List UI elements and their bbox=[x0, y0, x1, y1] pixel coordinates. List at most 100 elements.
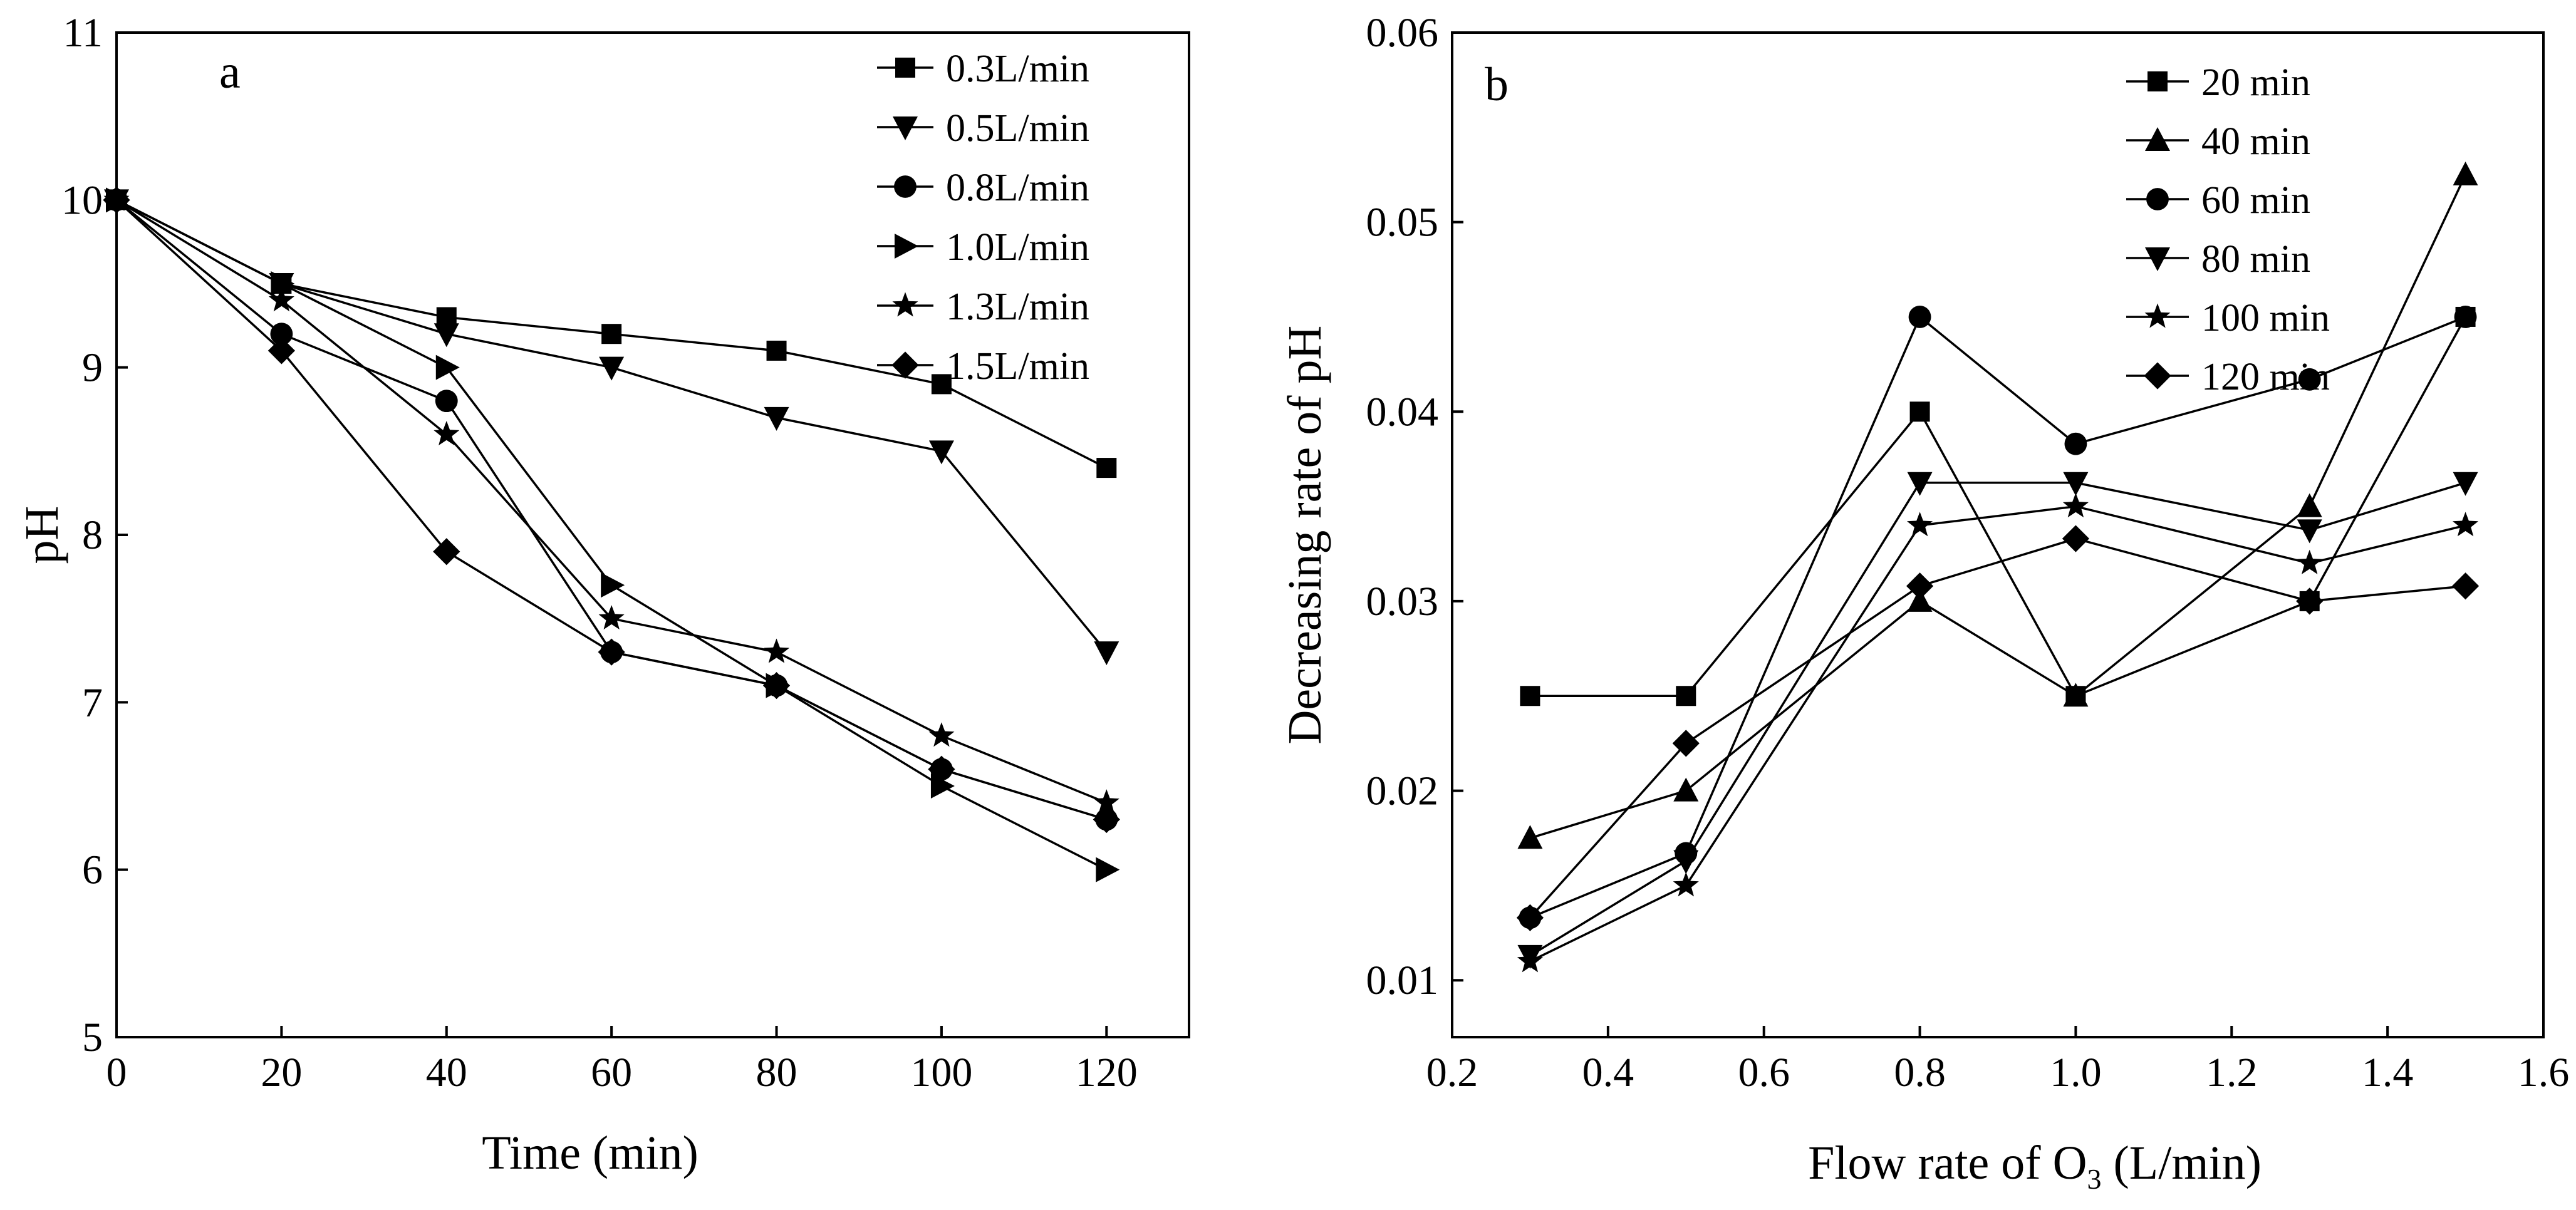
panel-b-data-point bbox=[1676, 686, 1696, 706]
panel-b-plot-frame bbox=[1451, 31, 2545, 1038]
panel-a-data-point bbox=[1096, 458, 1117, 478]
panel-b-legend-item: 20 min bbox=[2126, 61, 2310, 104]
panel-b-data-point bbox=[2062, 525, 2090, 552]
panel-a-legend-label: 0.8L/min bbox=[946, 167, 1089, 209]
panel-b-data-point bbox=[1520, 686, 1540, 706]
panel-a-legend-marker bbox=[892, 292, 918, 317]
panel-b-x-tick-label: 0.6 bbox=[1738, 1050, 1790, 1095]
panel-b-x-tick-label: 0.4 bbox=[1582, 1050, 1634, 1095]
panel-a-legend-marker bbox=[895, 58, 915, 78]
panel-b-series-40-min bbox=[1517, 161, 2478, 849]
panel-a-data-point bbox=[928, 440, 954, 465]
panel-a-data-point bbox=[766, 340, 787, 361]
panel-a-legend-item: 0.5L/min bbox=[877, 107, 1089, 150]
panel-b-y-tick-label: 0.04 bbox=[1366, 389, 1439, 435]
panel-a-y-tick-label: 11 bbox=[63, 10, 103, 56]
panel-b-y-tick-label: 0.05 bbox=[1366, 200, 1439, 246]
panel-a-legend-label: 0.3L/min bbox=[946, 48, 1089, 90]
panel-b-data-point bbox=[2296, 587, 2324, 615]
panel-b-x-tick-label: 1.4 bbox=[2362, 1050, 2414, 1095]
panel-b-x-axis-title-subscript: 3 bbox=[2087, 1163, 2101, 1195]
panel-a-data-point bbox=[928, 755, 955, 783]
panel-a-data-point bbox=[1096, 857, 1120, 882]
panel-b-series-line bbox=[1530, 316, 2467, 698]
panel-b-chart: 0.2 0.4 0.6 0.8 1.0 1.2 1.4 1.6 0.01 0.02 0.03 0.04… bbox=[1279, 10, 2569, 1195]
panel-a-legend-item: 0.3L/min bbox=[877, 48, 1089, 90]
panel-a-y-tick-label: 8 bbox=[82, 512, 103, 558]
panel-a-data-point bbox=[764, 406, 789, 431]
panel-a-x-tick-label: 40 bbox=[426, 1050, 467, 1095]
panel-a-x-tick-label: 120 bbox=[1076, 1050, 1138, 1095]
panel-b-x-axis-title-tail: (L/min) bbox=[2101, 1137, 2261, 1189]
panel-b-label: b bbox=[1485, 58, 1509, 111]
panel-b-legend-label: 40 min bbox=[2201, 120, 2310, 163]
panel-a-data-point bbox=[1094, 641, 1119, 666]
panel-b-data-point bbox=[2454, 306, 2477, 328]
panel-b-series-line bbox=[1529, 505, 2466, 963]
panel-a-data-point bbox=[599, 356, 625, 381]
panel-b-series-line bbox=[1529, 482, 2466, 957]
panel-a-legend-item: 1.5L/min bbox=[877, 345, 1089, 388]
panel-b-data-point bbox=[1673, 777, 1699, 802]
panel-b-data-point bbox=[1906, 572, 1934, 600]
panel-b-data-point bbox=[2297, 519, 2322, 544]
panel-a-data-point bbox=[601, 572, 625, 598]
panel-b-data-point bbox=[2064, 432, 2087, 455]
panel-a-series-1-0l-min bbox=[106, 187, 1120, 882]
panel-a-data-point bbox=[271, 271, 295, 296]
panel-b-legend-item: 40 min bbox=[2126, 120, 2310, 163]
panel-a-legend-item: 0.8L/min bbox=[877, 167, 1089, 209]
panel-b-data-point bbox=[2451, 572, 2480, 600]
panel-a-y-axis-title: pH bbox=[16, 506, 68, 564]
panel-b-series-120-min bbox=[1516, 525, 2480, 931]
panel-b-x-tick-label: 1.0 bbox=[2050, 1050, 2102, 1095]
panel-a-legend-label: 0.5L/min bbox=[946, 107, 1089, 150]
panel-b-series-60-min bbox=[1519, 306, 2477, 929]
panel-a-data-point bbox=[270, 323, 293, 346]
panel-b-data-point bbox=[1907, 472, 1933, 496]
panel-a-x-tick-label: 20 bbox=[261, 1050, 302, 1095]
panel-a-data-point bbox=[435, 390, 458, 413]
panel-b-data-point bbox=[2297, 493, 2322, 517]
panel-a-data-point bbox=[1093, 805, 1120, 834]
panel-b-data-point bbox=[1909, 401, 1930, 422]
panel-a-data-point bbox=[764, 638, 790, 663]
panel-a-legend-item: 1.3L/min bbox=[877, 286, 1089, 328]
panel-a-y-tick-label: 9 bbox=[82, 345, 103, 391]
panel-b-data-point bbox=[1672, 730, 1700, 757]
panel-a-axis-ticks: 0 20 40 60 80 100 120 5 6 7 8 9 10 11 bbox=[61, 10, 1138, 1095]
panel-b-data-point bbox=[1517, 825, 1543, 849]
panel-a-x-tick-label: 80 bbox=[756, 1050, 797, 1095]
panel-a-data-point bbox=[434, 421, 460, 446]
panel-b-data-point bbox=[1516, 904, 1544, 931]
panel-a-x-tick-label: 60 bbox=[591, 1050, 632, 1095]
panel-b-legend-label: 120 min bbox=[2201, 356, 2330, 398]
panel-a-y-tick-label: 6 bbox=[82, 847, 103, 893]
panel-b-data-point bbox=[1517, 948, 1543, 973]
panel-b-legend: 20 min 40 min 60 min 80 min 100 min 120 min bbox=[2126, 61, 2330, 398]
panel-b-series-line bbox=[1529, 537, 2466, 919]
panel-a-legend: 0.3L/min 0.5L/min 0.8L/min 1.0L/min 1.3L/min… bbox=[877, 48, 1089, 388]
panel-b-series-100-min bbox=[1517, 493, 2479, 973]
panel-b-legend-item: 60 min bbox=[2126, 179, 2310, 222]
panel-b-legend-marker bbox=[2146, 188, 2169, 210]
panel-a-legend-marker bbox=[895, 234, 918, 259]
panel-b-axis-ticks: 0.2 0.4 0.6 0.8 1.0 1.2 1.4 1.6 0.01 0.02 0.03 0.04… bbox=[1366, 10, 2570, 1095]
panel-b-data-point bbox=[2453, 512, 2479, 537]
panel-a-series-1-3l-min bbox=[103, 186, 1119, 814]
panel-a-data-point bbox=[762, 672, 791, 700]
panel-b-legend-marker bbox=[2145, 127, 2170, 151]
panel-b-data-point bbox=[2453, 472, 2478, 496]
panel-b-legend-label: 60 min bbox=[2201, 179, 2310, 222]
panel-b-x-axis-title-main: Flow rate of O bbox=[1808, 1137, 2087, 1189]
panel-b-data-point bbox=[2063, 472, 2089, 496]
panel-b-legend-label: 100 min bbox=[2201, 297, 2330, 339]
panel-b-series-20-min bbox=[1520, 306, 2476, 706]
panel-b-x-tick-label: 1.6 bbox=[2518, 1050, 2570, 1095]
panel-a-data-point bbox=[103, 186, 130, 214]
panel-b-data-point bbox=[2063, 683, 2089, 707]
panel-a-data-point bbox=[268, 287, 294, 312]
panel-b-y-tick-label: 0.02 bbox=[1366, 768, 1439, 814]
panel-a-data-point bbox=[598, 605, 625, 630]
panel-b-legend-marker bbox=[2145, 247, 2170, 271]
